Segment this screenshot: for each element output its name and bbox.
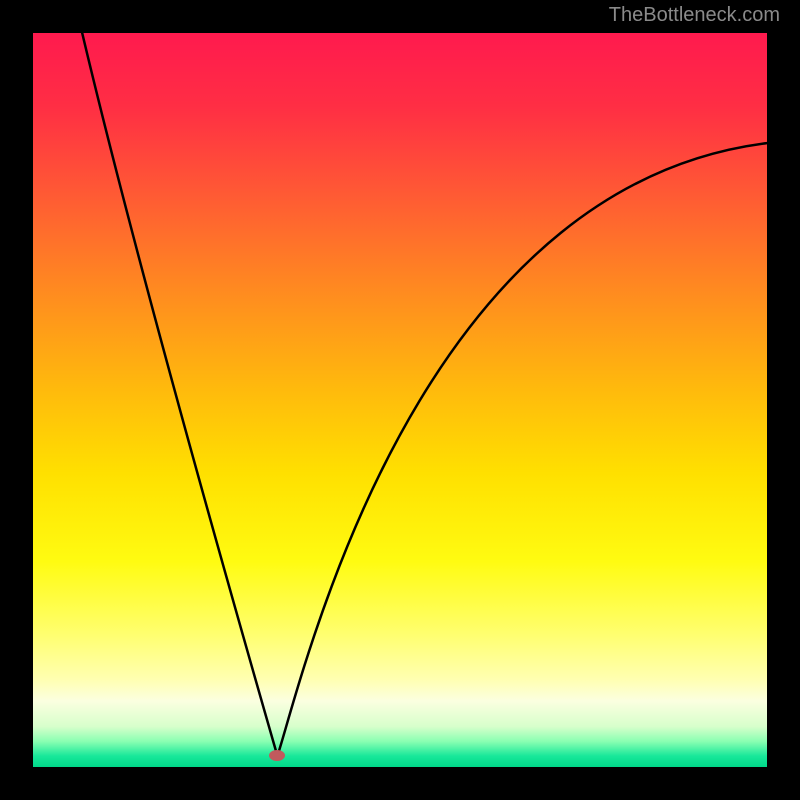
watermark-text: TheBottleneck.com [609,4,780,27]
plot-area [33,33,767,767]
chart-container: TheBottleneck.com [0,0,800,800]
gradient-background [33,33,767,767]
